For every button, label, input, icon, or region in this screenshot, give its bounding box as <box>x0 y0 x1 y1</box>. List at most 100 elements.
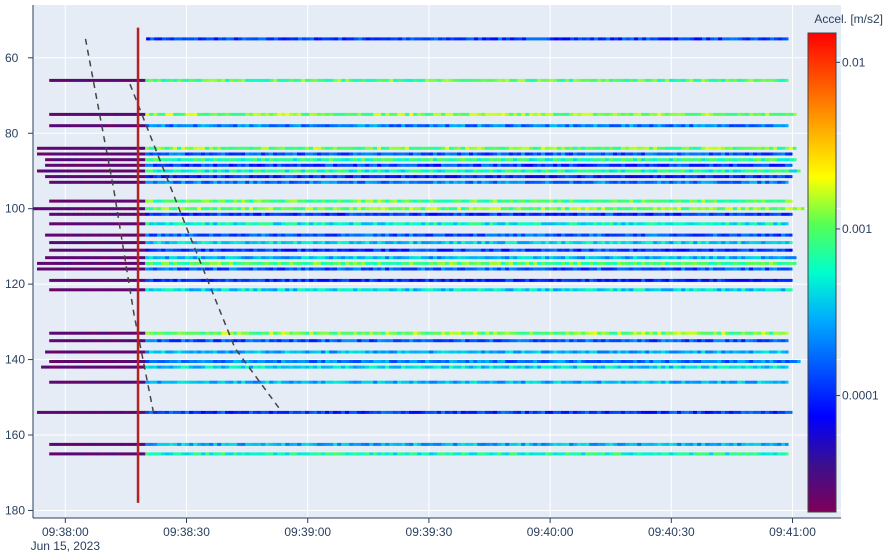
trace-cell <box>49 249 53 252</box>
trace-cell <box>173 241 177 244</box>
trace-cell <box>665 113 669 116</box>
trace-cell <box>213 170 217 173</box>
trace-cell <box>293 164 297 167</box>
trace-cell <box>561 147 565 150</box>
trace-cell <box>757 207 761 210</box>
trace-cell <box>393 158 397 161</box>
trace-cell <box>445 241 449 244</box>
trace-cell <box>209 207 213 210</box>
trace-cell <box>621 262 625 265</box>
trace-cell <box>533 79 537 82</box>
trace-cell <box>313 262 317 265</box>
trace-cell <box>373 262 377 265</box>
trace-cell <box>577 170 581 173</box>
trace-cell <box>337 158 341 161</box>
trace-cell <box>169 262 173 265</box>
trace-cell <box>489 147 493 150</box>
trace-cell <box>317 234 321 237</box>
trace-cell <box>289 164 293 167</box>
trace-cell <box>297 79 301 82</box>
trace-cell <box>717 124 721 127</box>
trace-cell <box>45 153 49 156</box>
trace-cell <box>245 268 249 271</box>
trace-cell <box>657 234 661 237</box>
trace-cell <box>617 234 621 237</box>
trace-cell <box>469 288 473 291</box>
trace-cell <box>457 213 461 216</box>
trace-cell <box>653 222 657 225</box>
trace-cell <box>89 170 93 173</box>
trace-cell <box>133 262 137 265</box>
trace-cell <box>245 222 249 225</box>
trace-cell <box>661 147 665 150</box>
trace-cell <box>729 213 733 216</box>
trace-cell <box>729 153 733 156</box>
trace-cell <box>738 37 742 40</box>
trace-cell <box>465 207 469 210</box>
trace-cell <box>685 124 689 127</box>
trace-cell <box>789 200 792 203</box>
trace-cell <box>489 213 493 216</box>
trace-cell <box>541 332 545 335</box>
trace-cell <box>357 170 361 173</box>
trace-cell <box>305 213 309 216</box>
trace-cell <box>117 241 121 244</box>
trace-cell <box>181 181 185 184</box>
trace-cell <box>266 37 270 40</box>
trace-cell <box>65 124 69 127</box>
trace-cell <box>353 360 357 363</box>
trace-cell <box>553 234 557 237</box>
trace-cell <box>325 153 329 156</box>
trace-cell <box>177 256 181 259</box>
trace-cell <box>545 158 549 161</box>
trace-cell <box>233 147 237 150</box>
trace-cell <box>589 170 593 173</box>
trace-cell <box>529 234 533 237</box>
trace-cell <box>377 147 381 150</box>
trace-cell <box>213 175 217 178</box>
trace-cell <box>113 164 117 167</box>
trace-cell <box>373 279 377 282</box>
trace-cell <box>505 262 509 265</box>
trace-cell <box>633 332 637 335</box>
trace-cell <box>101 153 105 156</box>
trace-cell <box>305 158 309 161</box>
trace-cell <box>197 351 201 354</box>
trace-cell <box>673 234 677 237</box>
trace-cell <box>209 222 213 225</box>
trace-cell <box>549 213 553 216</box>
trace-cell <box>569 158 573 161</box>
trace-cell <box>57 113 61 116</box>
trace-cell <box>545 241 549 244</box>
trace-cell <box>457 332 461 335</box>
trace-cell <box>785 279 789 282</box>
trace-cell <box>321 262 325 265</box>
trace-cell <box>365 181 369 184</box>
trace-cell <box>625 222 629 225</box>
trace-cell <box>501 200 505 203</box>
trace-cell <box>745 249 749 252</box>
trace-cell <box>485 279 489 282</box>
trace-cell <box>525 339 529 342</box>
trace-cell <box>605 249 609 252</box>
trace-cell <box>305 113 309 116</box>
trace-cell <box>125 249 129 252</box>
trace-cell <box>77 207 81 210</box>
trace-cell <box>301 158 305 161</box>
trace-cell <box>117 332 121 335</box>
trace-cell <box>673 79 677 82</box>
trace-cell <box>610 37 614 40</box>
trace-cell <box>689 279 693 282</box>
trace-cell <box>509 153 513 156</box>
trace-cell <box>501 79 505 82</box>
trace-cell <box>697 268 701 271</box>
trace-cell <box>337 279 341 282</box>
trace-cell <box>93 181 97 184</box>
trace-cell <box>397 279 401 282</box>
trace-cell <box>733 124 737 127</box>
trace-cell <box>189 181 193 184</box>
trace-cell <box>757 249 761 252</box>
trace-cell <box>637 79 641 82</box>
trace-cell <box>73 222 77 225</box>
trace-cell <box>773 158 777 161</box>
